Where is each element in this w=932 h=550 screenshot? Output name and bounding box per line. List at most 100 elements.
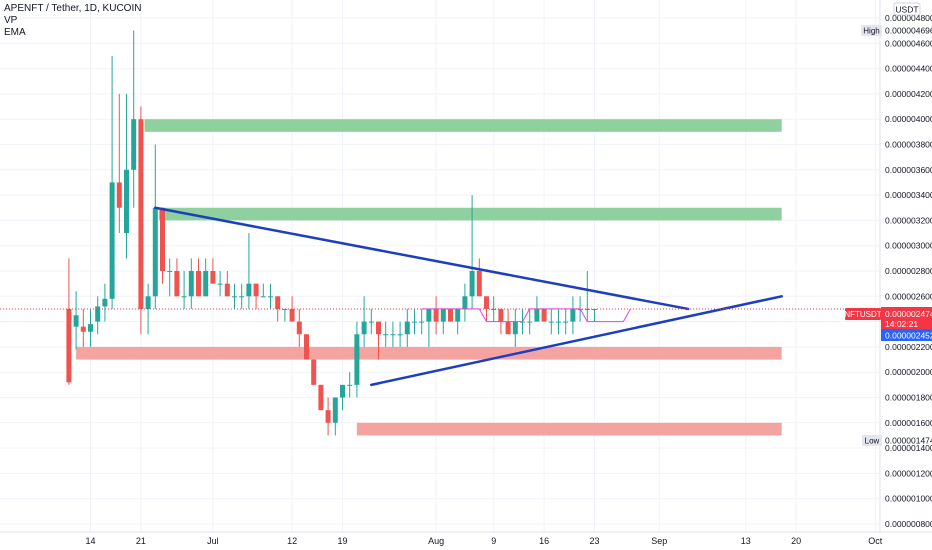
last-price-tag: NFTUSDT 0.000002474 14:02:21	[844, 307, 932, 330]
indicator-vp[interactable]: VP	[4, 15, 18, 26]
time-tick-label: Jul	[207, 536, 219, 546]
candle-body	[361, 321, 367, 335]
candle-body	[527, 321, 533, 323]
candle-body	[368, 321, 374, 323]
ema-tag-box	[881, 329, 932, 341]
trendline	[370, 295, 783, 387]
time-tick-label: 14	[85, 536, 95, 546]
price-tick-label: 0.000001800	[885, 393, 932, 403]
candle-body	[246, 283, 252, 297]
candle-body	[152, 207, 158, 297]
indicator-ema[interactable]: EMA	[4, 27, 26, 38]
candle-body	[131, 119, 137, 170]
low-label: Low	[865, 437, 880, 446]
trendline	[154, 206, 690, 311]
candle-body	[296, 321, 302, 335]
resistance-zone	[158, 207, 782, 221]
candle-body	[354, 334, 360, 385]
price-tick-label: 0.000001000	[885, 494, 932, 504]
low-label-box	[862, 435, 882, 446]
candle-body	[512, 321, 518, 335]
chart-legend: APENFT / Tether, 1D, KUCOIN VP EMA	[4, 3, 141, 39]
price-tag-timer: 14:02:21	[885, 319, 918, 329]
candle-body	[167, 271, 173, 272]
price-tick-label: 0.000004600	[885, 38, 932, 48]
candle-body	[145, 296, 151, 309]
candle-body	[505, 321, 511, 335]
candle-body	[138, 119, 144, 309]
ema-price-tag: 0.000002452	[881, 329, 932, 341]
candle-body	[116, 182, 122, 208]
time-tick-label: 23	[589, 536, 599, 546]
time-axis[interactable]: 14 21 Jul 12 19 Aug 9 16 23 Sep 13 20 Oct	[85, 536, 882, 546]
price-tick-label: 0.000003000	[885, 241, 932, 251]
candle-body	[440, 308, 446, 322]
candle-body	[160, 207, 165, 271]
candle-body	[325, 410, 331, 423]
price-tick-label: 0.000004000	[885, 114, 932, 124]
candle-body	[124, 169, 129, 234]
candle-body	[203, 271, 209, 297]
candle-body	[210, 271, 216, 284]
grid-lines	[0, 0, 880, 532]
low-value: 0.000001474	[885, 436, 932, 446]
time-tick-label: 13	[741, 536, 751, 546]
high-marker: High 0.000004696	[861, 25, 932, 36]
resistance-zone	[144, 119, 782, 132]
candle-body	[275, 296, 281, 309]
candle-body	[584, 308, 590, 310]
time-tick-label: Aug	[428, 536, 444, 546]
candle-body	[268, 296, 273, 298]
candle-body	[340, 384, 345, 398]
high-label-box	[861, 25, 882, 36]
candle-body	[484, 296, 489, 309]
candle-body	[556, 321, 561, 323]
candle-body	[224, 283, 230, 297]
candle-body	[332, 397, 338, 423]
candle-body	[260, 296, 266, 298]
candle-body	[289, 308, 295, 322]
candle-body	[548, 321, 554, 323]
candle-body	[102, 298, 108, 307]
ema-tag-value: 0.000002452	[885, 331, 932, 341]
symbol-tag-box	[845, 308, 881, 320]
candle-body	[455, 308, 461, 322]
candles	[66, 30, 597, 436]
price-tick-label: 0.000002000	[885, 367, 932, 377]
currency-text: USDT	[895, 5, 918, 15]
candle-body	[469, 271, 475, 297]
candle-body	[253, 283, 259, 297]
price-tick-label: 0.000002800	[885, 266, 932, 276]
high-value: 0.000004696	[885, 26, 932, 36]
high-label: High	[863, 27, 879, 36]
candle-body	[109, 182, 115, 299]
price-axis[interactable]: 0.000004800 0.000004600 0.000004400 0.00000…	[885, 13, 932, 529]
candle-body	[491, 308, 497, 310]
price-tick-label: 0.000001200	[885, 468, 932, 478]
time-tick-label: 20	[791, 536, 801, 546]
candle-body	[390, 334, 396, 336]
candle-body	[66, 308, 72, 383]
candle-body	[397, 334, 403, 336]
candle-body	[433, 308, 439, 322]
candle-body	[376, 321, 381, 335]
price-tags: USDT High 0.000004696 Low 0.000001474 NF…	[844, 2, 932, 446]
price-zones	[76, 119, 782, 436]
price-tag-box	[881, 307, 932, 330]
candle-body	[80, 326, 86, 332]
trendlines	[154, 206, 783, 387]
candle-body	[426, 308, 432, 322]
candle-body	[217, 283, 223, 285]
candle-body	[419, 321, 425, 323]
candle-body	[282, 308, 288, 310]
symbol-title[interactable]: APENFT / Tether, 1D, KUCOIN	[4, 3, 142, 14]
candle-body	[311, 359, 317, 385]
candle-body	[232, 296, 237, 298]
candle-body	[73, 315, 79, 327]
price-tick-label: 0.000003600	[885, 165, 932, 175]
candle-body	[239, 296, 245, 298]
candle-body	[347, 384, 353, 386]
candle-body	[304, 334, 309, 360]
price-tick-label: 0.000004400	[885, 64, 932, 74]
